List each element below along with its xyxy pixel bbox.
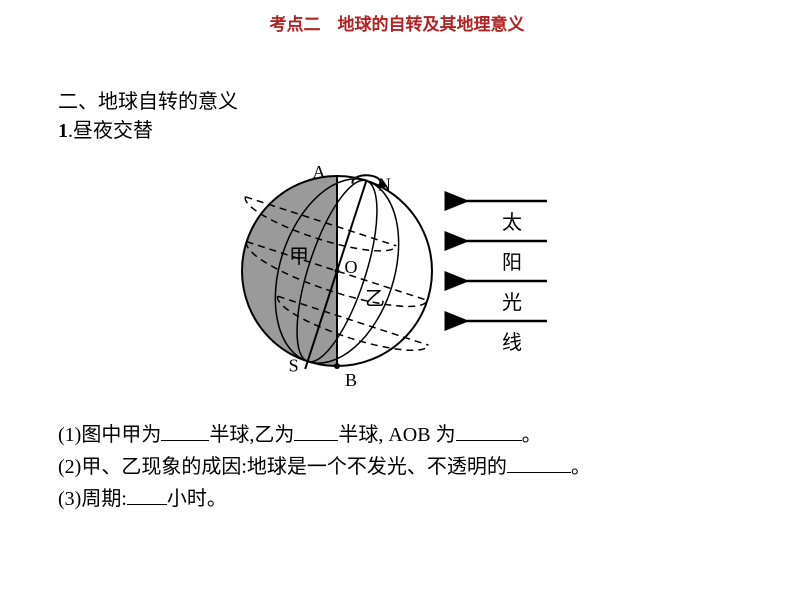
fill-blank: [294, 419, 338, 441]
svg-text:乙: 乙: [365, 288, 385, 310]
page-header: 考点二 地球的自转及其地理意义: [0, 0, 794, 35]
header-title: 考点二 地球的自转及其地理意义: [270, 15, 525, 34]
svg-text:B: B: [345, 370, 357, 390]
question-line: (3)周期:小时。: [58, 483, 736, 515]
svg-text:A: A: [313, 162, 326, 182]
svg-text:N: N: [378, 175, 391, 195]
svg-text:太: 太: [502, 211, 522, 234]
fill-blank: [127, 483, 167, 505]
svg-text:阳: 阳: [502, 251, 522, 274]
content-area: 二、地球自转的意义 1.昼夜交替 A N S B O 甲乙 太阳光线 (1)图中甲为半球,乙…: [0, 35, 794, 515]
fill-blank: [507, 451, 571, 473]
sub-text: .昼夜交替: [68, 120, 153, 142]
diagram-container: A N S B O 甲乙 太阳光线: [58, 141, 736, 401]
svg-text:甲: 甲: [289, 246, 309, 268]
fill-blank: [161, 419, 209, 441]
earth-rotation-diagram: A N S B O 甲乙 太阳光线: [207, 141, 587, 401]
svg-text:O: O: [345, 257, 358, 277]
svg-text:S: S: [289, 355, 299, 375]
question-line: (1)图中甲为半球,乙为半球, AOB 为。: [58, 419, 736, 451]
fill-blank: [456, 419, 522, 441]
sub-number: 1: [58, 120, 68, 142]
section-heading: 二、地球自转的意义: [58, 85, 736, 114]
section-sub: 1.昼夜交替: [58, 114, 736, 143]
section-title: 二、地球自转的意义 1.昼夜交替: [58, 85, 736, 143]
svg-text:光: 光: [502, 291, 522, 314]
question-line: (2)甲、乙现象的成因:地球是一个不发光、不透明的。: [58, 451, 736, 483]
questions-block: (1)图中甲为半球,乙为半球, AOB 为。(2)甲、乙现象的成因:地球是一个不…: [58, 419, 736, 515]
svg-text:线: 线: [502, 331, 522, 354]
